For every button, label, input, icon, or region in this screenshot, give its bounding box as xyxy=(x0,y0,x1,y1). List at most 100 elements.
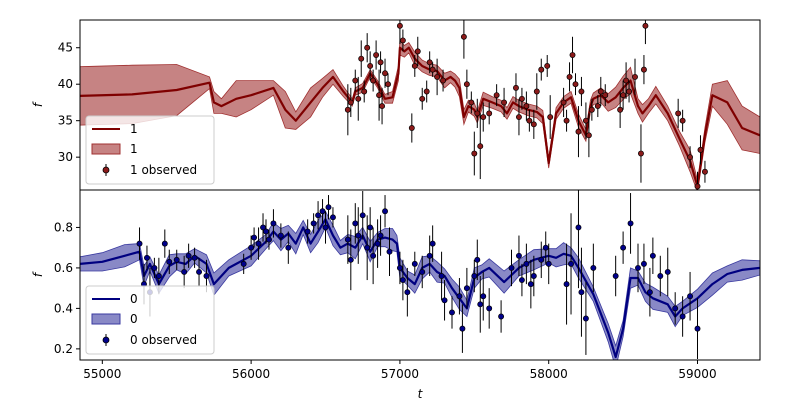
top-legend-label-points: 1 observed xyxy=(130,163,197,177)
x-tick-label: 58000 xyxy=(530,367,568,381)
top-observed-point xyxy=(419,95,426,102)
bottom-observed-point xyxy=(568,260,574,267)
top-observed-point xyxy=(617,106,624,113)
bottom-observed-point xyxy=(136,240,143,247)
bottom-observed-point xyxy=(404,289,411,296)
top-observed-point xyxy=(411,63,418,69)
bottom-plot-area xyxy=(80,190,760,360)
bottom-observed-point xyxy=(304,228,311,235)
top-observed-point xyxy=(347,99,354,106)
top-observed-point xyxy=(440,77,447,84)
bottom-observed-point xyxy=(523,260,530,267)
top-observed-point xyxy=(679,117,686,124)
top-observed-point xyxy=(460,33,467,40)
bottom-observed-point xyxy=(382,208,388,215)
top-observed-point xyxy=(379,103,386,110)
top-observed-point xyxy=(638,150,644,157)
top-observed-point xyxy=(358,55,365,62)
top-observed-point xyxy=(518,95,525,102)
top-observed-point xyxy=(493,92,500,99)
bottom-observed-point xyxy=(240,260,247,267)
bottom-observed-point xyxy=(370,252,377,259)
x-ticks: 55000 56000 57000 58000 59000 xyxy=(83,360,717,381)
bottom-observed-point xyxy=(463,285,470,292)
bottom-observed-point xyxy=(486,305,493,312)
top-observed-point xyxy=(344,106,351,113)
bottom-observed-point xyxy=(155,273,162,279)
bottom-observed-point xyxy=(367,224,374,231)
top-observed-point xyxy=(588,106,595,113)
top-observed-point xyxy=(623,77,630,84)
top-legend-point-swatch xyxy=(102,166,110,174)
bottom-observed-point xyxy=(359,212,366,219)
bottom-observed-point xyxy=(166,258,173,265)
bottom-observed-point xyxy=(330,214,336,221)
bottom-observed-point xyxy=(347,256,354,263)
bottom-observed-point xyxy=(582,315,589,322)
top-y-tick-label: 40 xyxy=(58,77,73,91)
bottom-observed-point xyxy=(477,301,484,308)
bottom-observed-point xyxy=(441,297,448,304)
top-y-tick-label: 45 xyxy=(58,41,73,55)
x-tick-label: 59000 xyxy=(678,367,716,381)
bottom-observed-point xyxy=(527,281,534,288)
bottom-observed-point xyxy=(266,236,272,243)
bottom-observed-point xyxy=(575,224,582,231)
bottom-observed-point xyxy=(270,220,277,227)
top-observed-point xyxy=(352,77,359,84)
top-observed-point xyxy=(594,103,601,110)
top-panel: 30 35 40 45 f xyxy=(31,19,761,191)
bottom-y-tick-label: 0.2 xyxy=(54,342,73,356)
bottom-observed-point xyxy=(151,264,158,271)
bottom-observed-point xyxy=(578,289,585,296)
bottom-observed-point xyxy=(679,313,686,320)
top-observed-point xyxy=(373,52,380,58)
top-observed-point xyxy=(572,81,579,88)
bottom-observed-point xyxy=(352,220,359,227)
bottom-observed-point xyxy=(687,293,694,300)
top-observed-point xyxy=(642,22,649,29)
top-observed-point xyxy=(626,88,633,95)
bottom-observed-point xyxy=(664,269,671,275)
top-observed-point xyxy=(423,88,430,95)
bottom-observed-point xyxy=(277,232,284,239)
top-observed-point xyxy=(364,44,371,51)
top-observed-point xyxy=(597,88,604,95)
top-observed-point xyxy=(501,99,508,106)
top-y-tick-label: 30 xyxy=(58,150,73,164)
bottom-observed-point xyxy=(364,244,371,251)
bottom-observed-point xyxy=(310,220,317,227)
bottom-y-tick-label: 0.8 xyxy=(54,220,73,234)
bottom-observed-point xyxy=(590,264,597,271)
top-observed-point xyxy=(701,168,708,175)
top-observed-point xyxy=(569,52,576,58)
top-observed-point xyxy=(538,66,545,73)
top-observed-point xyxy=(370,77,377,84)
bottom-observed-point xyxy=(315,212,322,219)
bottom-observed-point xyxy=(355,232,362,239)
bottom-panel: 0.2 0.4 0.6 0.8 55000 56000 57000 58000 59000 f… xyxy=(31,189,761,400)
bottom-observed-point xyxy=(322,224,329,231)
top-observed-point xyxy=(399,37,406,44)
bottom-legend-label-points: 0 observed xyxy=(130,333,197,347)
bottom-observed-point xyxy=(635,264,641,271)
top-observed-point xyxy=(530,121,537,128)
bottom-observed-point xyxy=(386,248,393,255)
top-observed-point xyxy=(515,114,522,120)
top-observed-point xyxy=(602,92,609,99)
bottom-legend-point-swatch xyxy=(102,336,110,344)
bottom-observed-point xyxy=(426,252,433,259)
top-legend-label-line: 1 xyxy=(130,122,138,136)
top-observed-point xyxy=(526,117,533,124)
top-observed-point xyxy=(547,114,554,120)
top-observed-point xyxy=(620,92,627,99)
bottom-observed-point xyxy=(196,269,202,275)
bottom-observed-point xyxy=(248,244,255,251)
bottom-legend-label-line: 0 xyxy=(130,292,138,306)
top-observed-point xyxy=(523,103,530,110)
top-observed-point xyxy=(376,92,383,99)
bottom-observed-point xyxy=(325,204,332,211)
top-legend-box xyxy=(85,115,215,185)
bottom-observed-point xyxy=(612,273,619,279)
